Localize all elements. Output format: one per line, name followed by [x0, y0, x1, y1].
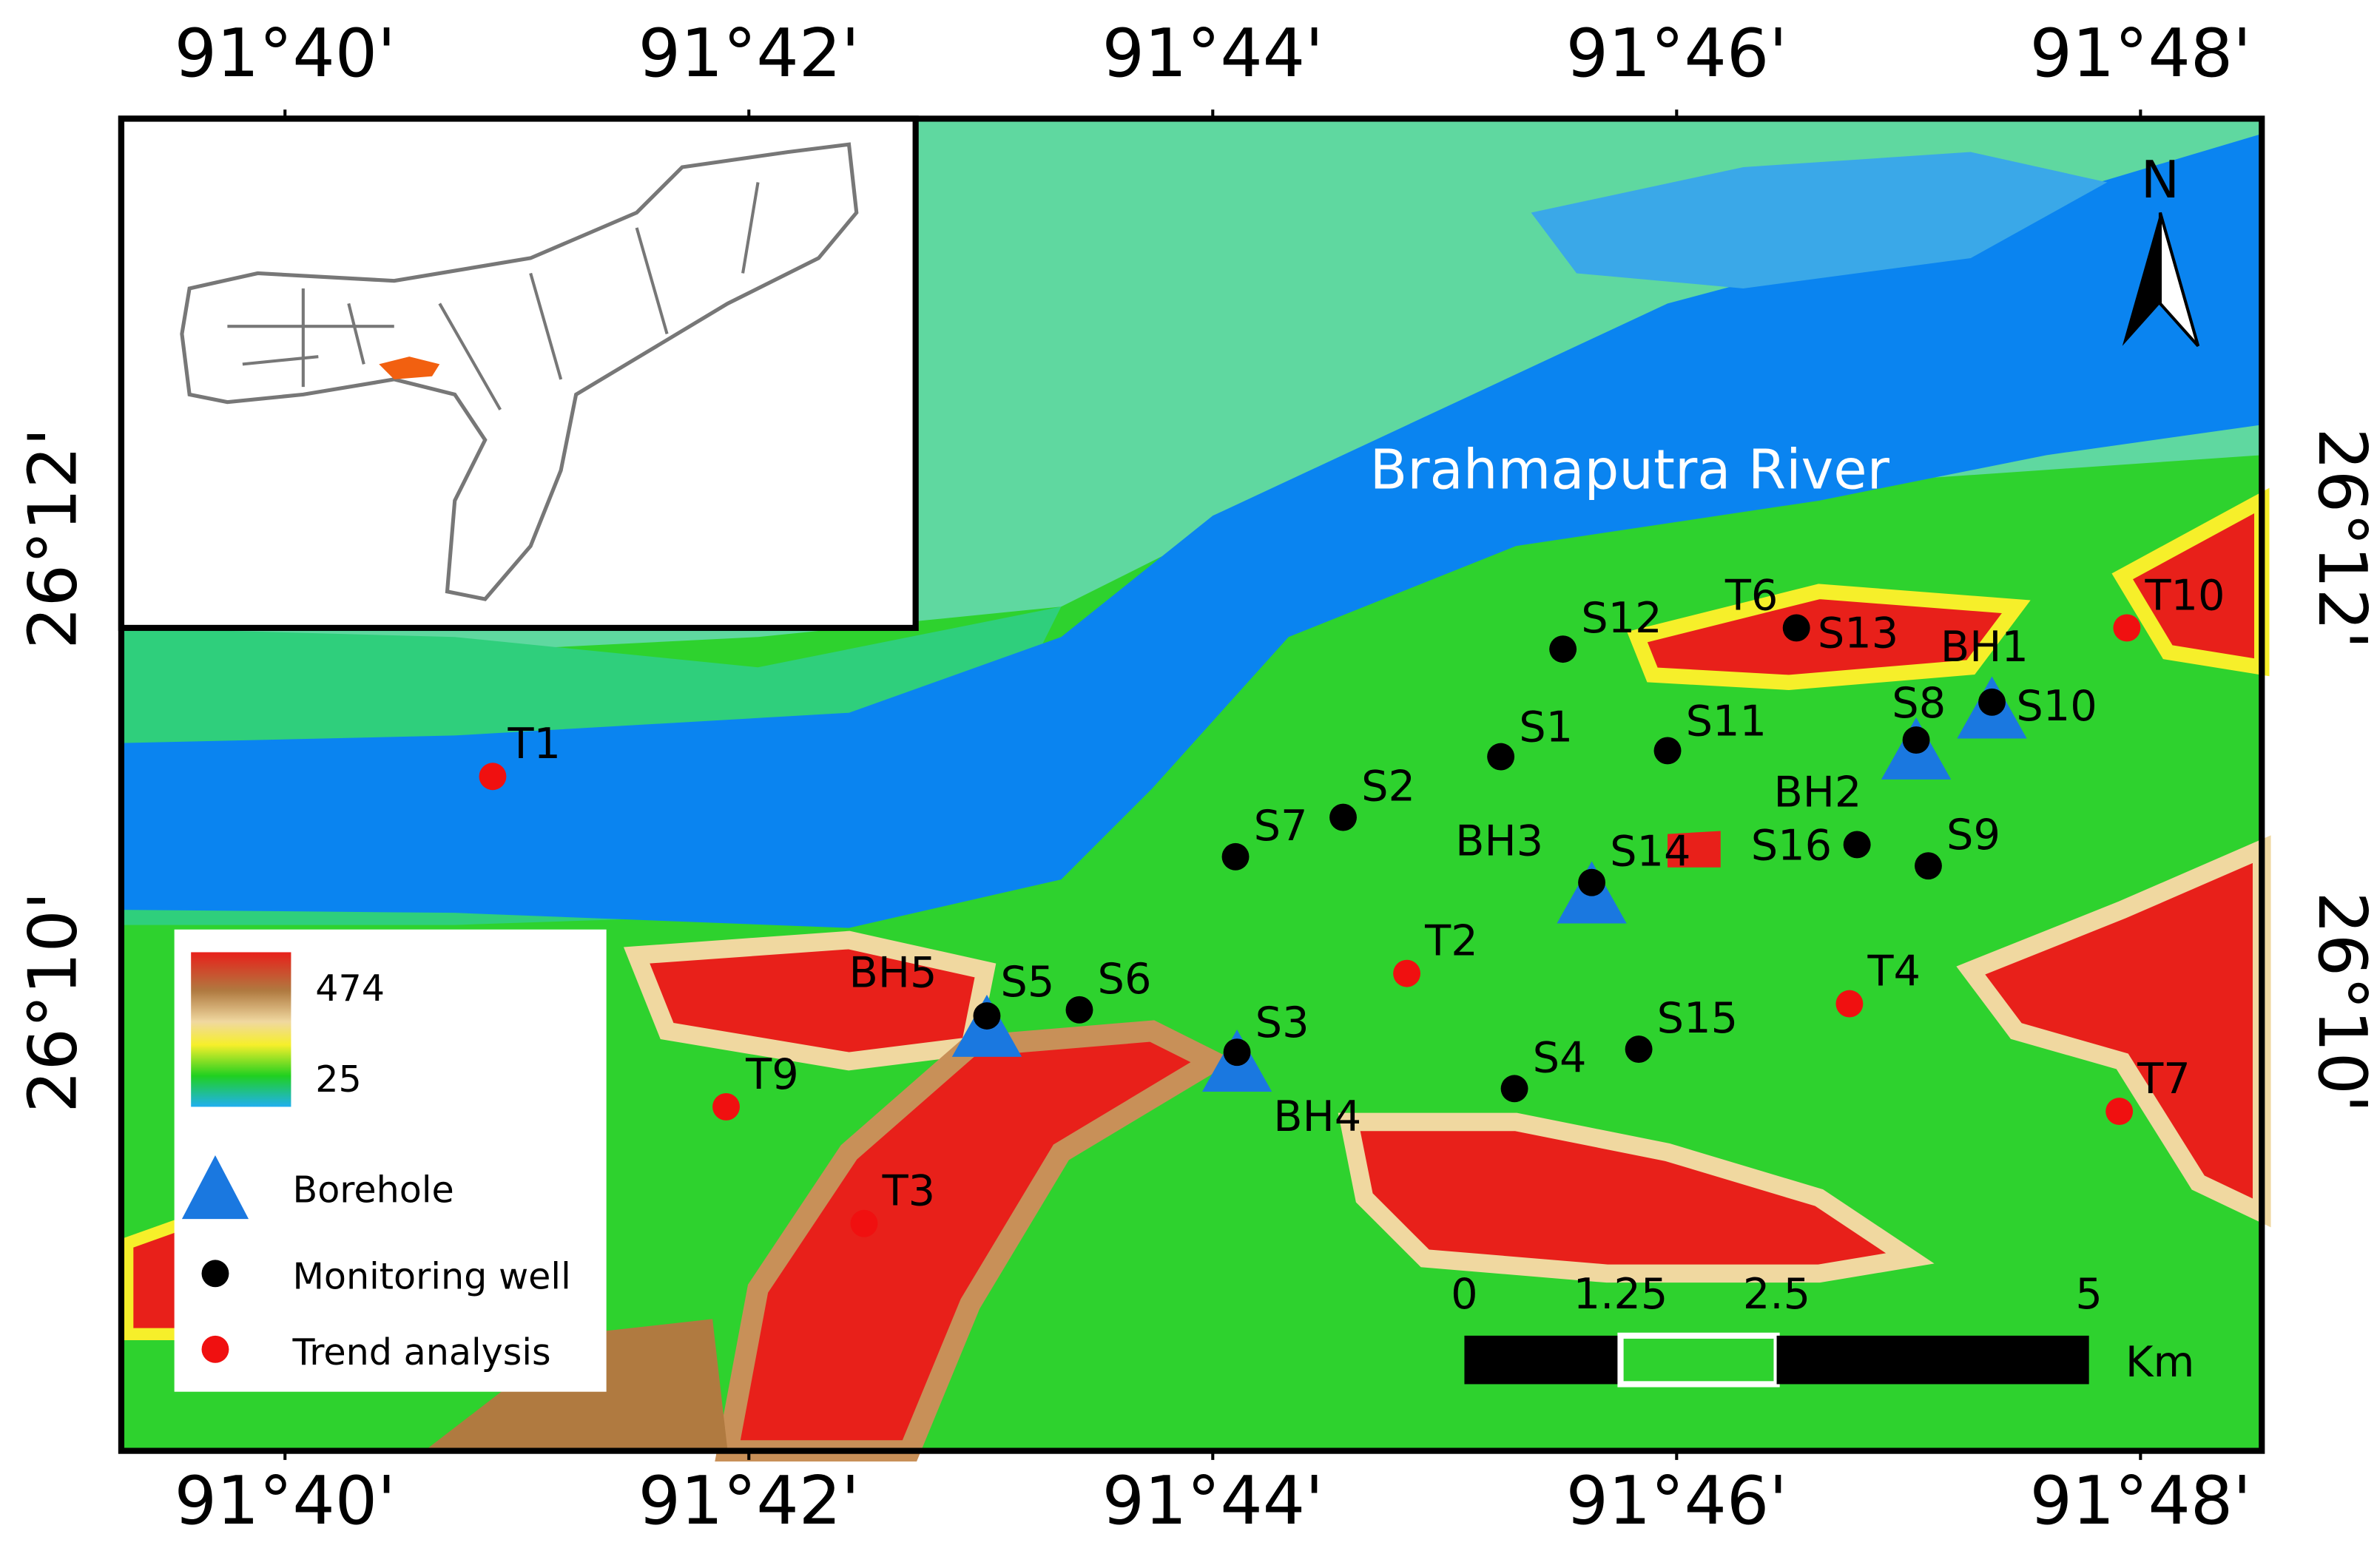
trend-point [850, 1209, 878, 1237]
well-label: S4 [1533, 1033, 1587, 1082]
longitude-label: 91°46' [1566, 1462, 1787, 1540]
scale-unit: Km [2125, 1337, 2195, 1387]
monitoring-well [1223, 1038, 1251, 1067]
longitude-label: 91°42' [638, 15, 860, 92]
latitude-label: 26°12' [2303, 428, 2377, 649]
monitoring-well [1625, 1035, 1653, 1064]
trend-label: T6 [1724, 570, 1778, 620]
monitoring-well [1500, 1075, 1528, 1103]
well-label: S16 [1751, 820, 1832, 870]
graticule-labels: 91°40' 91°40' 91°42' 91°42' 91°44' 91°44' 91°4… [14, 15, 2377, 1540]
borehole-label: BH4 [1273, 1092, 1361, 1141]
longitude-label: 91°40' [175, 1462, 396, 1540]
longitude-label: 91°44' [1102, 15, 1324, 92]
map-frame [118, 115, 2265, 1454]
well-label: S5 [1000, 957, 1054, 1007]
monitoring-well [1578, 868, 1606, 896]
scale-tick-label: 5 [2075, 1269, 2103, 1319]
well-label: S7 [1254, 801, 1308, 851]
trend-point [479, 763, 507, 791]
trend-label: T2 [1424, 916, 1478, 966]
trend-point [712, 1093, 740, 1121]
well-label: S8 [1892, 678, 1946, 728]
well-label: S15 [1657, 993, 1738, 1043]
trend-label: T4 [1867, 947, 1921, 996]
trend-label: T7 [2137, 1054, 2191, 1104]
latitude-label: 26°10' [2303, 891, 2377, 1112]
scale-segment [1776, 1335, 2089, 1385]
scale-bar: 0 1.25 2.5 5 Km [1451, 1269, 2195, 1388]
borehole-label: BH5 [849, 948, 937, 998]
legend-min: 25 [315, 1058, 362, 1101]
monitoring-well [1065, 996, 1093, 1024]
longitude-label: 91°48' [2030, 1462, 2251, 1540]
well-label: S11 [1686, 696, 1767, 746]
borehole-label: BH1 [1941, 622, 2029, 672]
monitoring-well [1329, 803, 1357, 831]
well-label: S1 [1519, 703, 1573, 752]
scale-tick-label: 2.5 [1743, 1269, 1810, 1319]
legend: 474 25 Borehole Monitoring well Trend an… [174, 929, 607, 1392]
river-label: Brahmaputra River [1370, 439, 1890, 501]
borehole-label: BH3 [1455, 816, 1543, 865]
scale-segment [1617, 1332, 1780, 1388]
north-label: N [2141, 150, 2179, 210]
well-label: S2 [1361, 762, 1415, 811]
trend-point [1393, 959, 1421, 987]
legend-item: Borehole [292, 1169, 454, 1212]
well-label: S13 [1818, 609, 1898, 658]
scale-segment [1464, 1335, 1621, 1385]
longitude-label: 91°42' [638, 1462, 860, 1540]
north-arrow: N [2122, 150, 2200, 348]
longitude-label: 91°48' [2030, 15, 2251, 92]
longitude-label: 91°44' [1102, 1462, 1324, 1540]
trend-point [2113, 614, 2141, 642]
monitoring-well [1978, 688, 2006, 716]
well-label: S10 [2016, 681, 2097, 731]
longitude-label: 91°40' [175, 15, 396, 92]
scale-tick-label: 1.25 [1574, 1269, 1668, 1319]
borehole-label: BH2 [1773, 768, 1861, 817]
trend-label: T3 [882, 1166, 936, 1216]
longitude-label: 91°46' [1566, 15, 1787, 92]
trend-point [1835, 990, 1864, 1018]
trend-label: T1 [507, 719, 561, 768]
monitoring-well [1549, 635, 1577, 663]
monitoring-well [1653, 737, 1682, 765]
monitoring-well [1902, 726, 1930, 754]
latitude-label: 26°12' [14, 428, 92, 649]
legend-item: Trend analysis [291, 1331, 550, 1373]
trend-label: T10 [2144, 570, 2225, 620]
trend-point [2105, 1098, 2134, 1126]
well-label: S9 [1946, 810, 2000, 859]
well-label: S6 [1098, 954, 1152, 1004]
trend-label: T9 [745, 1050, 799, 1099]
inset [118, 115, 919, 632]
well-label: S14 [1610, 827, 1690, 876]
well-label: S3 [1255, 998, 1309, 1047]
sites: T1 T2 T3 T4 T6 T7 T9 T10 BH1 BH2 BH3 BH4 BH5 S1 S2 S3 S4… [479, 570, 2225, 1237]
monitoring-well [1487, 743, 1515, 771]
latitude-label: 26°10' [14, 891, 92, 1112]
scale-tick-label: 0 [1451, 1269, 1478, 1319]
monitoring-well [1843, 831, 1871, 859]
monitoring-well [1221, 842, 1250, 871]
monitoring-well [1782, 614, 1810, 642]
well-label: S12 [1581, 593, 1662, 643]
legend-max: 474 [315, 967, 385, 1010]
monitoring-well [973, 1002, 1001, 1030]
monitoring-well [1915, 852, 1942, 880]
legend-item: Monitoring well [292, 1254, 570, 1297]
